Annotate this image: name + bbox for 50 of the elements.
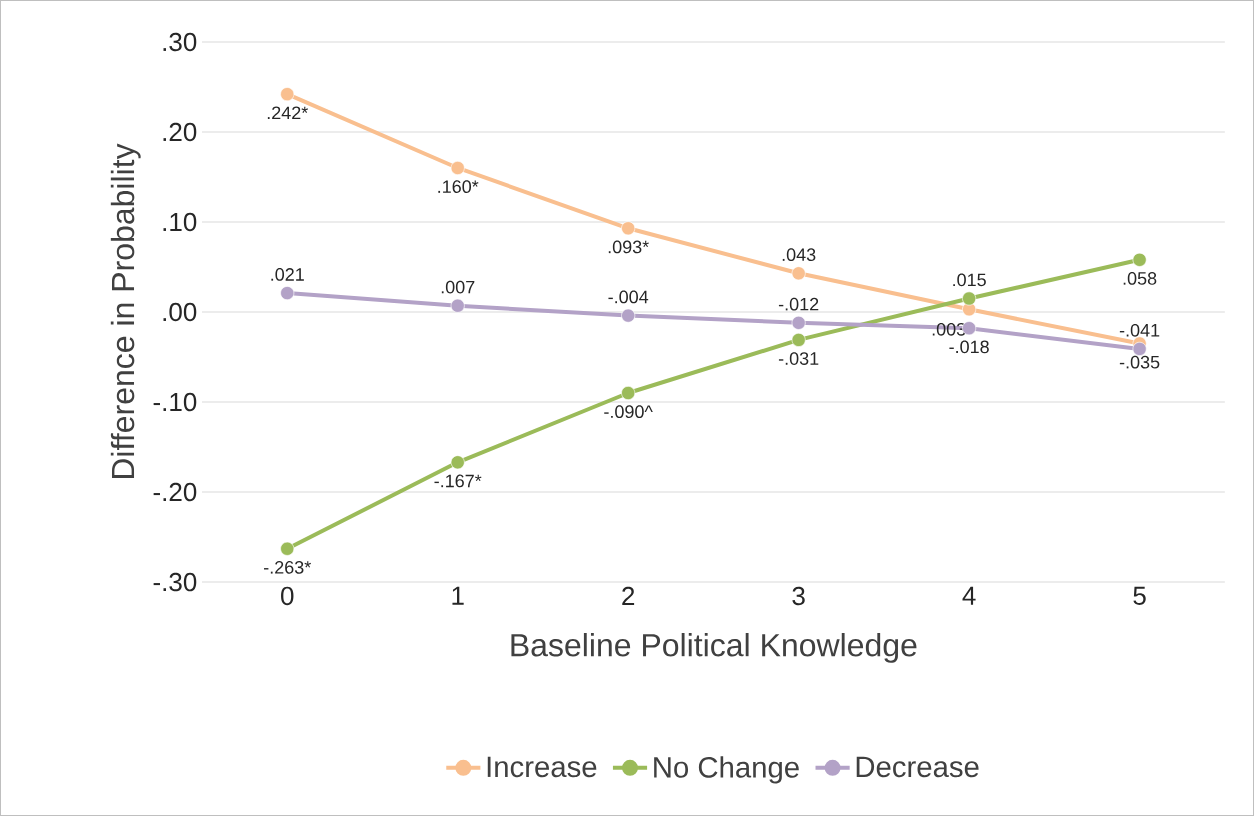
point [621, 221, 636, 236]
x-axis-title: Baseline Political Knowledge [511, 632, 917, 663]
data-label: -.167* [434, 474, 482, 488]
point [791, 332, 806, 347]
point [450, 455, 465, 470]
data-label: -.035 [1119, 355, 1160, 369]
y-tick-label: .10 [163, 212, 197, 232]
y-axis-title: Difference in Probability [110, 143, 141, 479]
legend-label: Increase [487, 756, 597, 778]
y-tick-label: .30 [163, 32, 197, 52]
data-label: -.090^ [604, 405, 653, 419]
x-tick-label: 3 [792, 586, 805, 606]
data-label: .015 [953, 273, 986, 287]
point [962, 291, 977, 306]
x-tick-label: 0 [281, 586, 294, 606]
point [1132, 341, 1147, 356]
legend-label: No Change [654, 756, 799, 784]
y-tick-label: .00 [163, 302, 197, 322]
y-tick-label: .20 [163, 122, 197, 142]
data-label: .021 [271, 268, 304, 281]
point [450, 160, 465, 175]
point [1132, 252, 1147, 267]
data-label: -.012 [778, 297, 819, 311]
point [280, 541, 295, 556]
point [791, 266, 806, 281]
point [450, 298, 465, 313]
data-label: .007 [441, 280, 475, 294]
point [621, 308, 636, 323]
data-label: .093* [608, 240, 649, 254]
y-tick-label: -.20 [153, 482, 197, 502]
data-label: .160* [438, 180, 479, 193]
x-tick-label: 1 [452, 586, 464, 605]
x-tick-label: 2 [622, 586, 635, 605]
x-tick-label: 5 [1133, 586, 1146, 605]
data-label: -.041 [1119, 323, 1160, 337]
y-tick-label: -.10 [153, 392, 197, 412]
data-label: -.018 [949, 340, 989, 354]
data-label: .242* [267, 106, 308, 119]
data-label: -.004 [608, 290, 649, 304]
point [280, 286, 295, 301]
data-label: .043 [782, 248, 816, 262]
y-tick-label: -.30 [153, 572, 197, 592]
data-label: -.031 [778, 352, 819, 365]
legend-label: Decrease [856, 756, 979, 778]
x-tick-label: 4 [962, 586, 976, 605]
point [791, 315, 806, 330]
point [280, 87, 295, 102]
point [621, 386, 636, 401]
data-label: .058 [1123, 272, 1157, 285]
data-label: -.263* [264, 560, 311, 574]
